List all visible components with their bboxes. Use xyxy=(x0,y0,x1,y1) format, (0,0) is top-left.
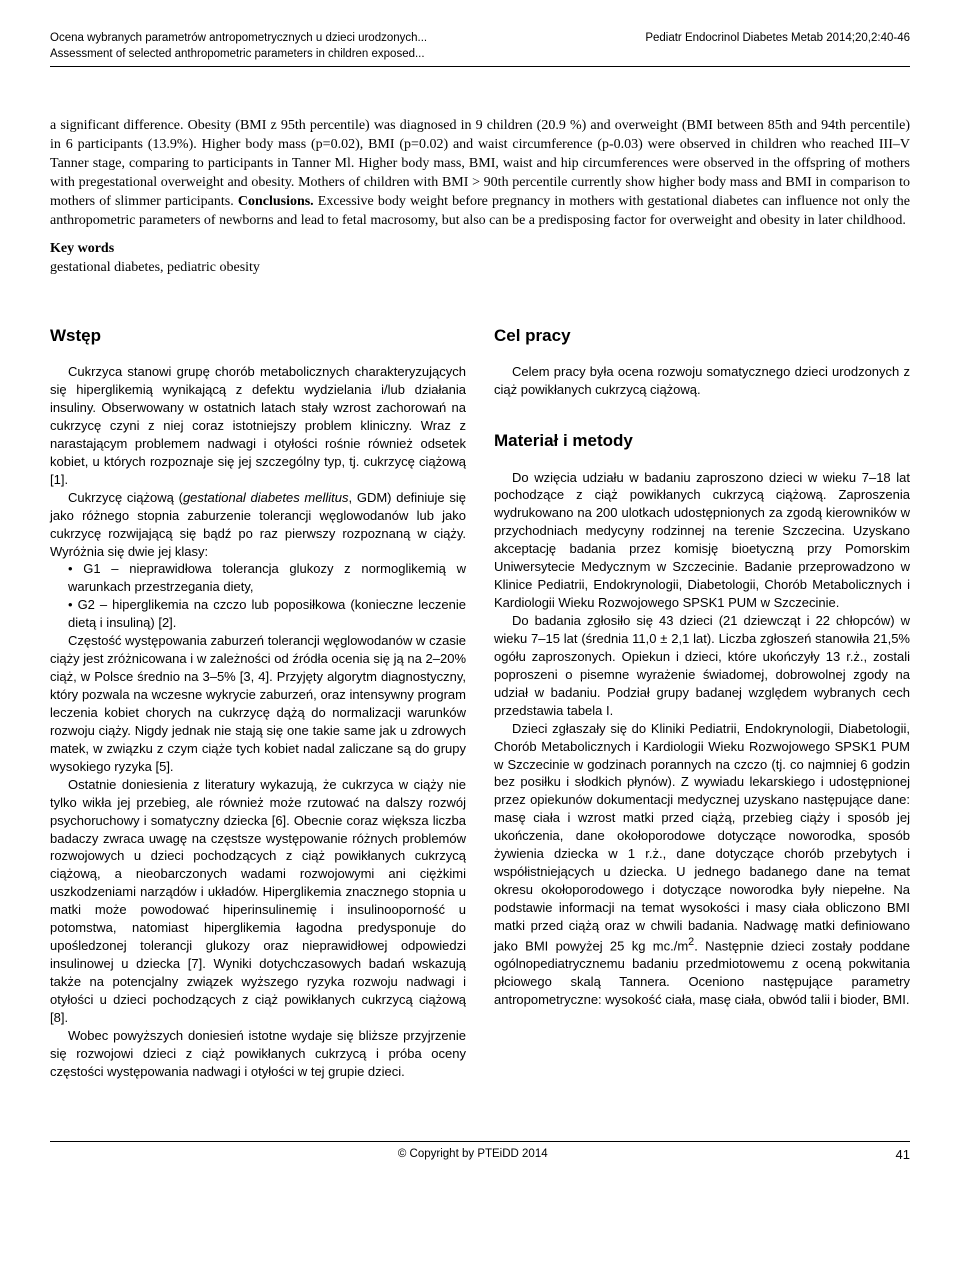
keywords-label: Key words xyxy=(50,239,910,259)
paragraph: Cukrzyca stanowi grupę chorób metabolicz… xyxy=(50,363,466,489)
header-left: Ocena wybranych parametrów antropometryc… xyxy=(50,30,427,62)
bullet-item: • G2 – hiperglikemia na czczo lub poposi… xyxy=(50,596,466,632)
running-header: Ocena wybranych parametrów antropometryc… xyxy=(50,30,910,67)
left-column: Wstęp Cukrzyca stanowi grupę chorób meta… xyxy=(50,318,466,1081)
page-footer: © Copyright by PTEiDD 2014 41 xyxy=(50,1141,910,1164)
paragraph: Wobec powyższych doniesień istotne wydaj… xyxy=(50,1027,466,1081)
section-heading-material: Materiał i metody xyxy=(494,429,910,452)
paragraph: Częstość występowania zaburzeń tolerancj… xyxy=(50,632,466,776)
header-title-pl: Ocena wybranych parametrów antropometryc… xyxy=(50,30,427,46)
section-heading-cel: Cel pracy xyxy=(494,324,910,347)
two-column-body: Wstęp Cukrzyca stanowi grupę chorób meta… xyxy=(50,318,910,1081)
paragraph: Dzieci zgłaszały się do Kliniki Pediatri… xyxy=(494,720,910,1009)
abstract-text: a significant difference. Obesity (BMI z… xyxy=(50,117,910,230)
paragraph: Do wzięcia udziału w badaniu zaproszono … xyxy=(494,469,910,613)
keywords: gestational diabetes, pediatric obesity xyxy=(50,258,910,278)
right-column: Cel pracy Celem pracy była ocena rozwoju… xyxy=(494,318,910,1081)
paragraph: Cukrzycę ciążową (gestational diabetes m… xyxy=(50,489,466,561)
copyright-text: © Copyright by PTEiDD 2014 xyxy=(398,1146,548,1164)
paragraph: Do badania zgłosiło się 43 dzieci (21 dz… xyxy=(494,612,910,720)
paragraph: Celem pracy była ocena rozwoju somatyczn… xyxy=(494,363,910,399)
bullet-item: • G1 – nieprawidłowa tolerancja glukozy … xyxy=(50,560,466,596)
paragraph: Ostatnie doniesienia z literatury wykazu… xyxy=(50,776,466,1027)
header-citation: Pediatr Endocrinol Diabetes Metab 2014;2… xyxy=(645,30,910,62)
page-number: 41 xyxy=(896,1146,910,1164)
section-heading-wstep: Wstęp xyxy=(50,324,466,347)
header-title-en: Assessment of selected anthropometric pa… xyxy=(50,46,427,62)
